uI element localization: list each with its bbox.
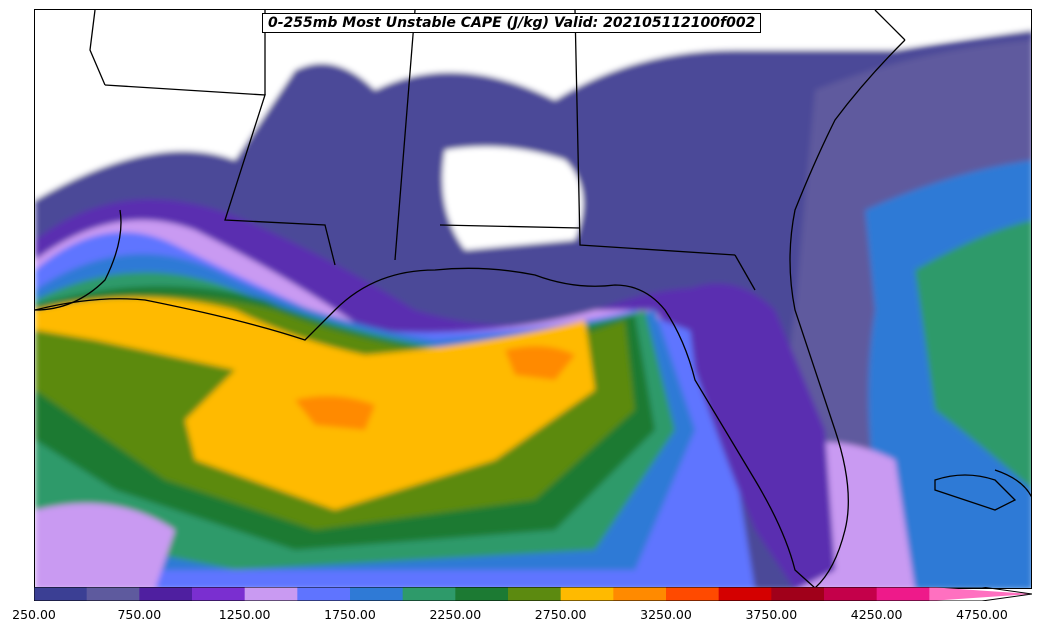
state-line-7 xyxy=(874,10,906,41)
colorbar-outline xyxy=(34,587,1032,601)
colorbar-tick-label: 1250.00 xyxy=(218,607,271,622)
map-title: 0-255mb Most Unstable CAPE (J/kg) Valid:… xyxy=(262,13,762,33)
bahamas-outline xyxy=(934,474,1017,511)
colorbar-segment xyxy=(929,587,1032,601)
state-line-4 xyxy=(439,224,581,229)
cape-map xyxy=(35,10,1031,588)
colorbar-segment xyxy=(508,587,562,601)
colorbar-segment xyxy=(666,587,720,601)
gulf-coastline xyxy=(35,39,906,588)
cuba-outline xyxy=(994,469,1031,498)
colorbar-tick-label: 1750.00 xyxy=(324,607,376,622)
state-line-8 xyxy=(734,254,756,291)
state-line-2 xyxy=(394,10,416,261)
colorbar-segment xyxy=(139,587,193,601)
colorbar-segment xyxy=(613,587,667,601)
colorbar-segment xyxy=(824,587,878,601)
colorbar-tick-label: 4250.00 xyxy=(850,607,903,622)
colorbar-segment xyxy=(718,587,772,601)
cape-zero-north xyxy=(35,10,1031,200)
colorbar-segment xyxy=(192,587,246,601)
colorbar-segment xyxy=(297,587,351,601)
colorbar-tick-label: 4750.00 xyxy=(956,607,1008,622)
colorbar-segment xyxy=(455,587,509,601)
colorbar-segment xyxy=(402,587,456,601)
colorbar-tick-label: 2250.00 xyxy=(429,607,482,622)
state-line-1 xyxy=(104,84,336,266)
colorbar-segment xyxy=(560,587,614,601)
colorbar-segment xyxy=(771,587,825,601)
boundaries xyxy=(35,10,1031,588)
state-line-6 xyxy=(89,10,106,86)
colorbar-tick-label: 3250.00 xyxy=(640,607,692,622)
colorbar xyxy=(34,587,1032,601)
cape-atlantic-green xyxy=(915,220,1031,489)
colorbar-tick-label: 2750.00 xyxy=(534,607,587,622)
map-panel xyxy=(34,9,1032,589)
colorbar-segment xyxy=(86,587,140,601)
colorbar-tick-label: 3750.00 xyxy=(745,607,798,622)
colorbar-segment xyxy=(244,587,298,601)
cape-florida xyxy=(685,283,835,588)
cape-zero-alabama xyxy=(442,146,583,250)
cape-bottom-pink xyxy=(35,503,175,588)
colorbar-tick-label: 750.00 xyxy=(117,607,162,622)
texas-coast xyxy=(35,209,122,311)
colorbar-segment xyxy=(876,587,930,601)
cape-3000-3250 xyxy=(295,346,575,430)
colorbar-tick-label: 250.00 xyxy=(12,607,56,622)
state-line-3 xyxy=(574,10,736,256)
colorbar-segment xyxy=(34,587,88,601)
cape-field xyxy=(35,10,1031,588)
colorbar-segment xyxy=(350,587,404,601)
